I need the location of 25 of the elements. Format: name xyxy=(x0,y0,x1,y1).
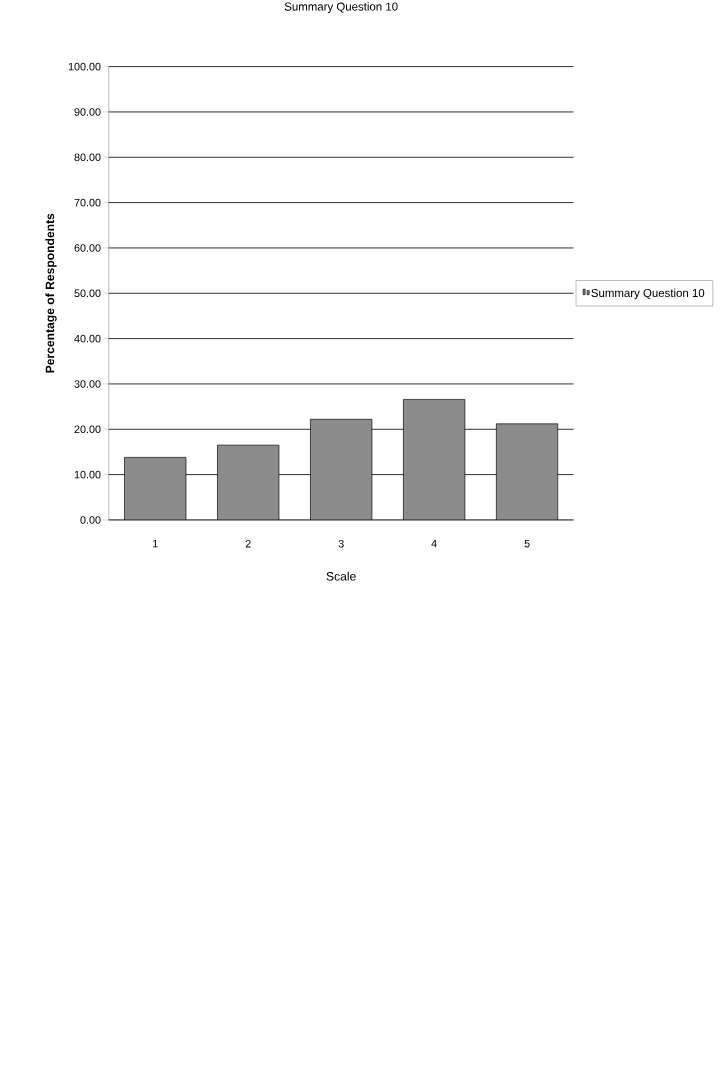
x-tick-label: 5 xyxy=(524,539,530,548)
y-axis-title: Percentage of Respondents xyxy=(45,213,57,373)
y-tick-label: 100.00 xyxy=(68,62,101,71)
y-tick-label: 0.00 xyxy=(80,516,101,524)
y-tick-label: 20.00 xyxy=(74,425,101,434)
y-tick-label: 30.00 xyxy=(74,380,101,388)
bar xyxy=(124,457,187,520)
bar xyxy=(496,423,559,520)
chart-title: Summary Question 10 xyxy=(284,2,398,13)
bar xyxy=(403,399,465,520)
y-tick-label: 10.00 xyxy=(74,470,101,479)
y-tick-label: 40.00 xyxy=(74,334,101,343)
bar xyxy=(217,445,279,520)
x-tick-label: 3 xyxy=(338,539,344,548)
y-tick-label: 80.00 xyxy=(74,153,101,162)
x-axis-title: Scale xyxy=(326,571,356,581)
y-tick-label: 90.00 xyxy=(74,108,101,116)
y-tick-label: 50.00 xyxy=(74,289,101,298)
x-tick-label: 2 xyxy=(245,539,251,548)
y-tick-label: 60.00 xyxy=(74,244,101,252)
legend-label: Summary Question 10 xyxy=(591,288,705,300)
y-tick-label: 70.00 xyxy=(74,198,101,207)
bar xyxy=(310,419,372,520)
x-tick-label: 4 xyxy=(431,539,437,548)
x-tick-label: 1 xyxy=(153,539,158,548)
